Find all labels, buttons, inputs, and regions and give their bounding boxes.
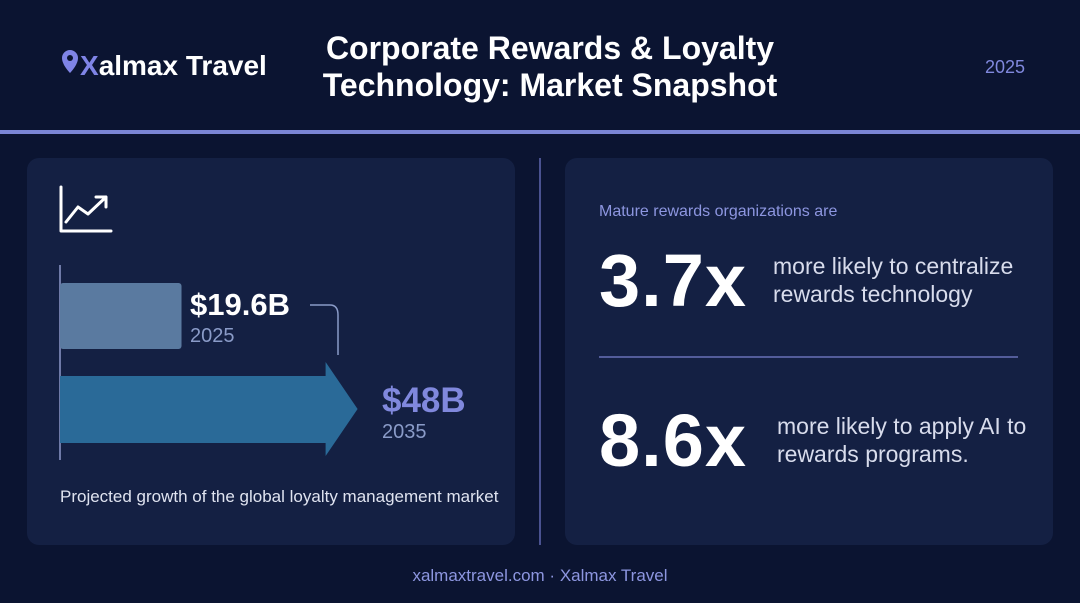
bar-arrow xyxy=(60,362,358,456)
connector xyxy=(310,304,339,355)
stat-text: more likely to apply AI to rewards progr… xyxy=(777,413,1027,467)
left-panel xyxy=(27,158,515,545)
bars xyxy=(60,283,358,456)
value-label: $19.6B xyxy=(190,287,290,322)
brand: Xalmax Travel xyxy=(80,50,267,81)
year-label: 2035 xyxy=(382,421,427,443)
title: Corporate Rewards & Loyalty Technology: … xyxy=(322,30,778,103)
stats-intro: Mature rewards organizations are xyxy=(599,203,838,220)
logo-dot xyxy=(67,55,73,61)
right-panel xyxy=(565,158,1053,545)
footer: xalmaxtravel.com · Xalmax Travel xyxy=(412,566,668,585)
year-label: 2025 xyxy=(190,325,235,347)
caption: Projected growth of the global loyalty m… xyxy=(60,487,499,506)
logo-icon xyxy=(62,50,78,73)
value-label: $48B xyxy=(382,381,466,420)
year: 2025 xyxy=(985,57,1026,77)
stat-text: more likely to centralize rewards techno… xyxy=(773,253,1014,307)
stat-value: 3.7x xyxy=(599,239,748,322)
stat-value: 8.6x xyxy=(599,399,748,482)
trend-icon xyxy=(59,185,113,233)
bar xyxy=(60,283,182,349)
